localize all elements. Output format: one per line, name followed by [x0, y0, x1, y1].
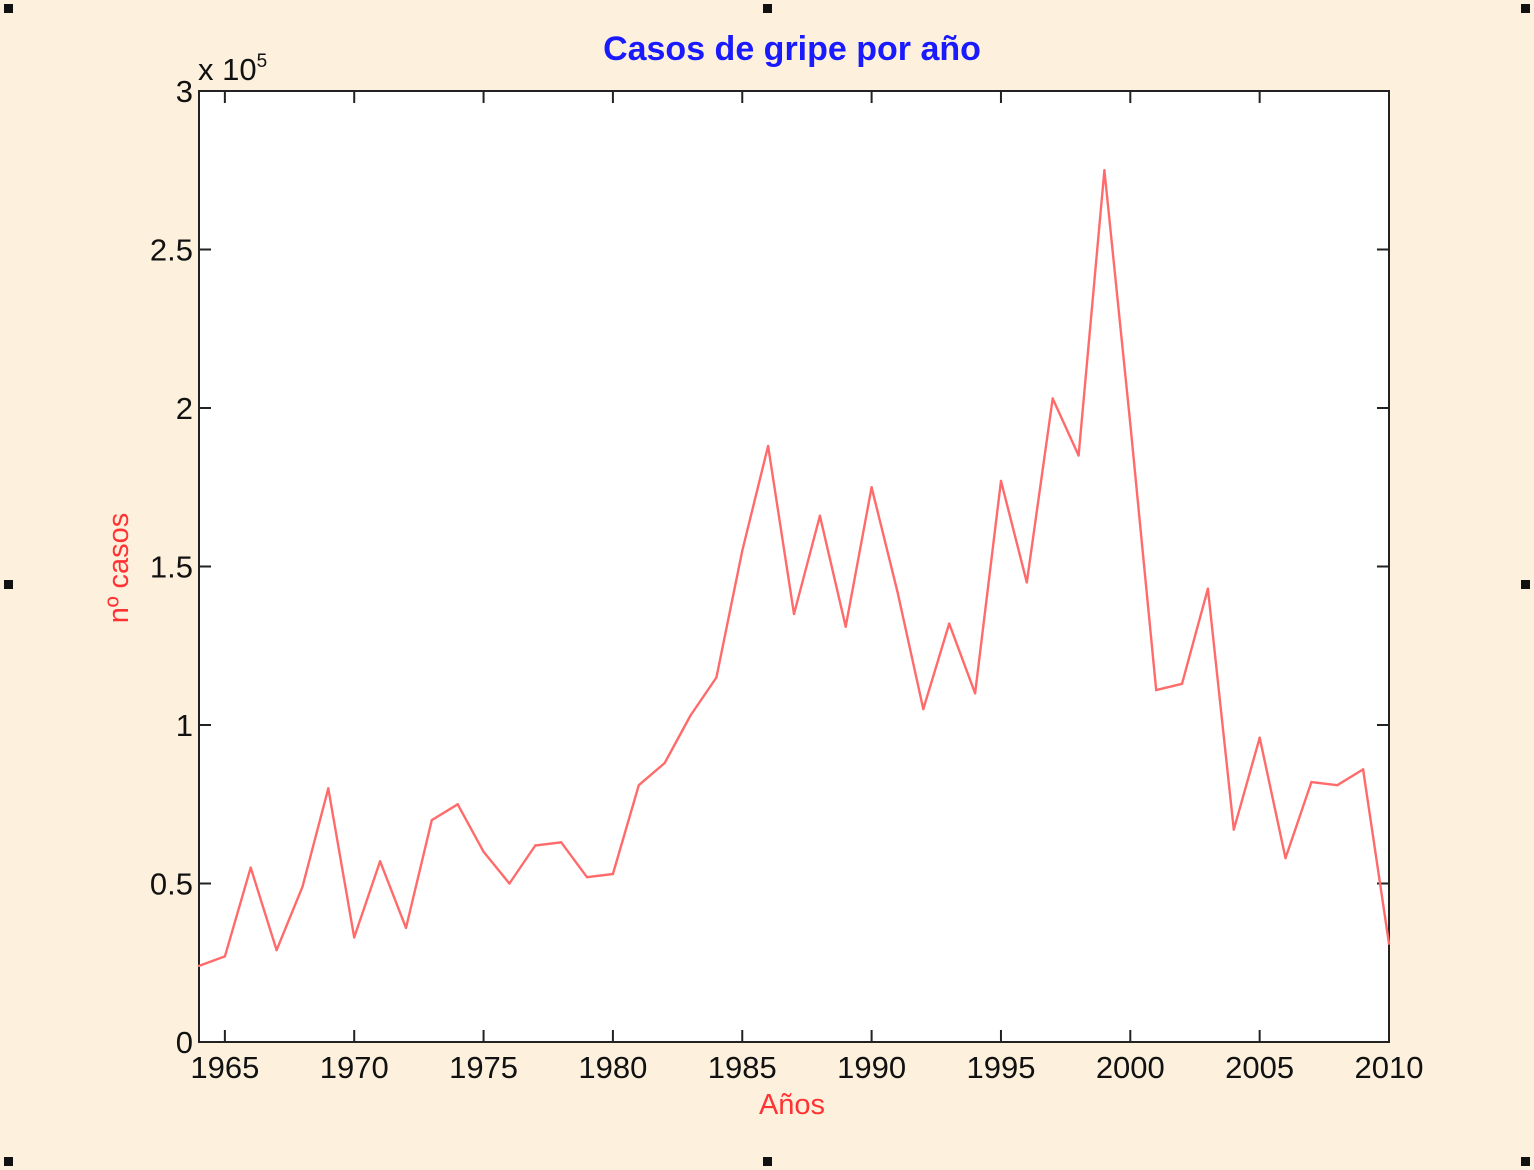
data-point [249, 866, 252, 869]
x-tick-label: 2005 [1225, 1050, 1294, 1085]
data-point [353, 936, 356, 939]
data-point [715, 676, 718, 679]
x-tick-label: 1995 [966, 1050, 1035, 1085]
data-point [456, 803, 459, 806]
data-point [430, 818, 434, 822]
resize-handle-middle-left[interactable] [4, 580, 13, 589]
data-point [922, 707, 925, 711]
data-point [741, 549, 744, 552]
resize-handle-top-center[interactable] [763, 4, 772, 13]
data-point [896, 590, 899, 594]
data-point [1025, 581, 1029, 584]
data-point [948, 622, 951, 625]
data-point [508, 882, 511, 885]
y-tick-label: 1.5 [150, 550, 193, 585]
resize-handle-top-left[interactable] [4, 4, 13, 13]
y-tick-label: 1 [176, 708, 193, 743]
series-points [197, 169, 1391, 968]
data-point [1206, 587, 1210, 590]
x-tick-label: 1965 [190, 1050, 259, 1085]
y-tick-label: 2.5 [150, 233, 193, 268]
data-point [327, 787, 330, 790]
data-point [1310, 780, 1313, 784]
data-point [534, 844, 537, 847]
chart-title: Casos de gripe por año [603, 30, 981, 68]
data-point [482, 850, 485, 853]
y-tick-label: 3 [176, 74, 193, 109]
resize-handle-top-right[interactable] [1521, 4, 1530, 13]
data-point [197, 964, 201, 968]
data-point [637, 784, 640, 787]
data-point [1051, 397, 1054, 400]
resize-handle-middle-right[interactable] [1521, 580, 1530, 589]
x-tick-label: 1980 [578, 1050, 647, 1085]
y-tick-label: 2 [176, 391, 193, 426]
x-tick-label: 2000 [1096, 1050, 1165, 1085]
x-axis-label: Años [759, 1089, 825, 1121]
x-tick-label: 1970 [320, 1050, 389, 1085]
data-point [301, 885, 304, 888]
data-point [1129, 422, 1132, 426]
data-point [973, 692, 977, 695]
data-point [1232, 828, 1235, 831]
y-tick-label: 0.5 [150, 867, 193, 902]
data-point [1284, 856, 1287, 860]
data-point [378, 860, 382, 863]
data-point [1361, 768, 1365, 771]
resize-handle-bottom-left[interactable] [4, 1157, 13, 1166]
data-point [275, 948, 278, 952]
data-point [1154, 688, 1158, 692]
data-point [559, 841, 563, 844]
y-tick-label: 0 [176, 1025, 193, 1060]
y-axis-multiplier: x 105 [198, 51, 267, 87]
data-point [870, 486, 873, 489]
data-point [689, 714, 692, 717]
x-tick-label: 1985 [708, 1050, 777, 1085]
data-point [1336, 784, 1339, 787]
data-point [404, 926, 408, 930]
plot-area [198, 90, 1390, 1043]
data-point [844, 625, 847, 628]
y-axis-label: nº casos [103, 513, 135, 624]
x-tick-label: 2010 [1355, 1050, 1424, 1085]
x-tick-label: 1975 [449, 1050, 518, 1085]
data-point [1387, 942, 1391, 945]
resize-handle-bottom-center[interactable] [763, 1157, 772, 1166]
data-point [1258, 736, 1261, 739]
data-point [766, 444, 770, 448]
data-point [1077, 454, 1080, 457]
data-point [792, 612, 796, 616]
resize-handle-bottom-right[interactable] [1521, 1157, 1530, 1166]
data-point [999, 479, 1003, 483]
data-point [611, 872, 615, 876]
data-point [1180, 682, 1184, 685]
data-point [585, 875, 589, 879]
data-point [223, 955, 227, 958]
data-point [1103, 169, 1106, 172]
x-axis: 1965 1970 1975 1980 1985 1990 1995 2000 2005 2010 [190, 91, 1423, 1085]
data-point [818, 514, 822, 517]
y-axis: 0 0.5 1 1.5 2 2.5 3 [150, 74, 1389, 1060]
data-point [663, 761, 666, 765]
x-tick-label: 1990 [837, 1050, 906, 1085]
